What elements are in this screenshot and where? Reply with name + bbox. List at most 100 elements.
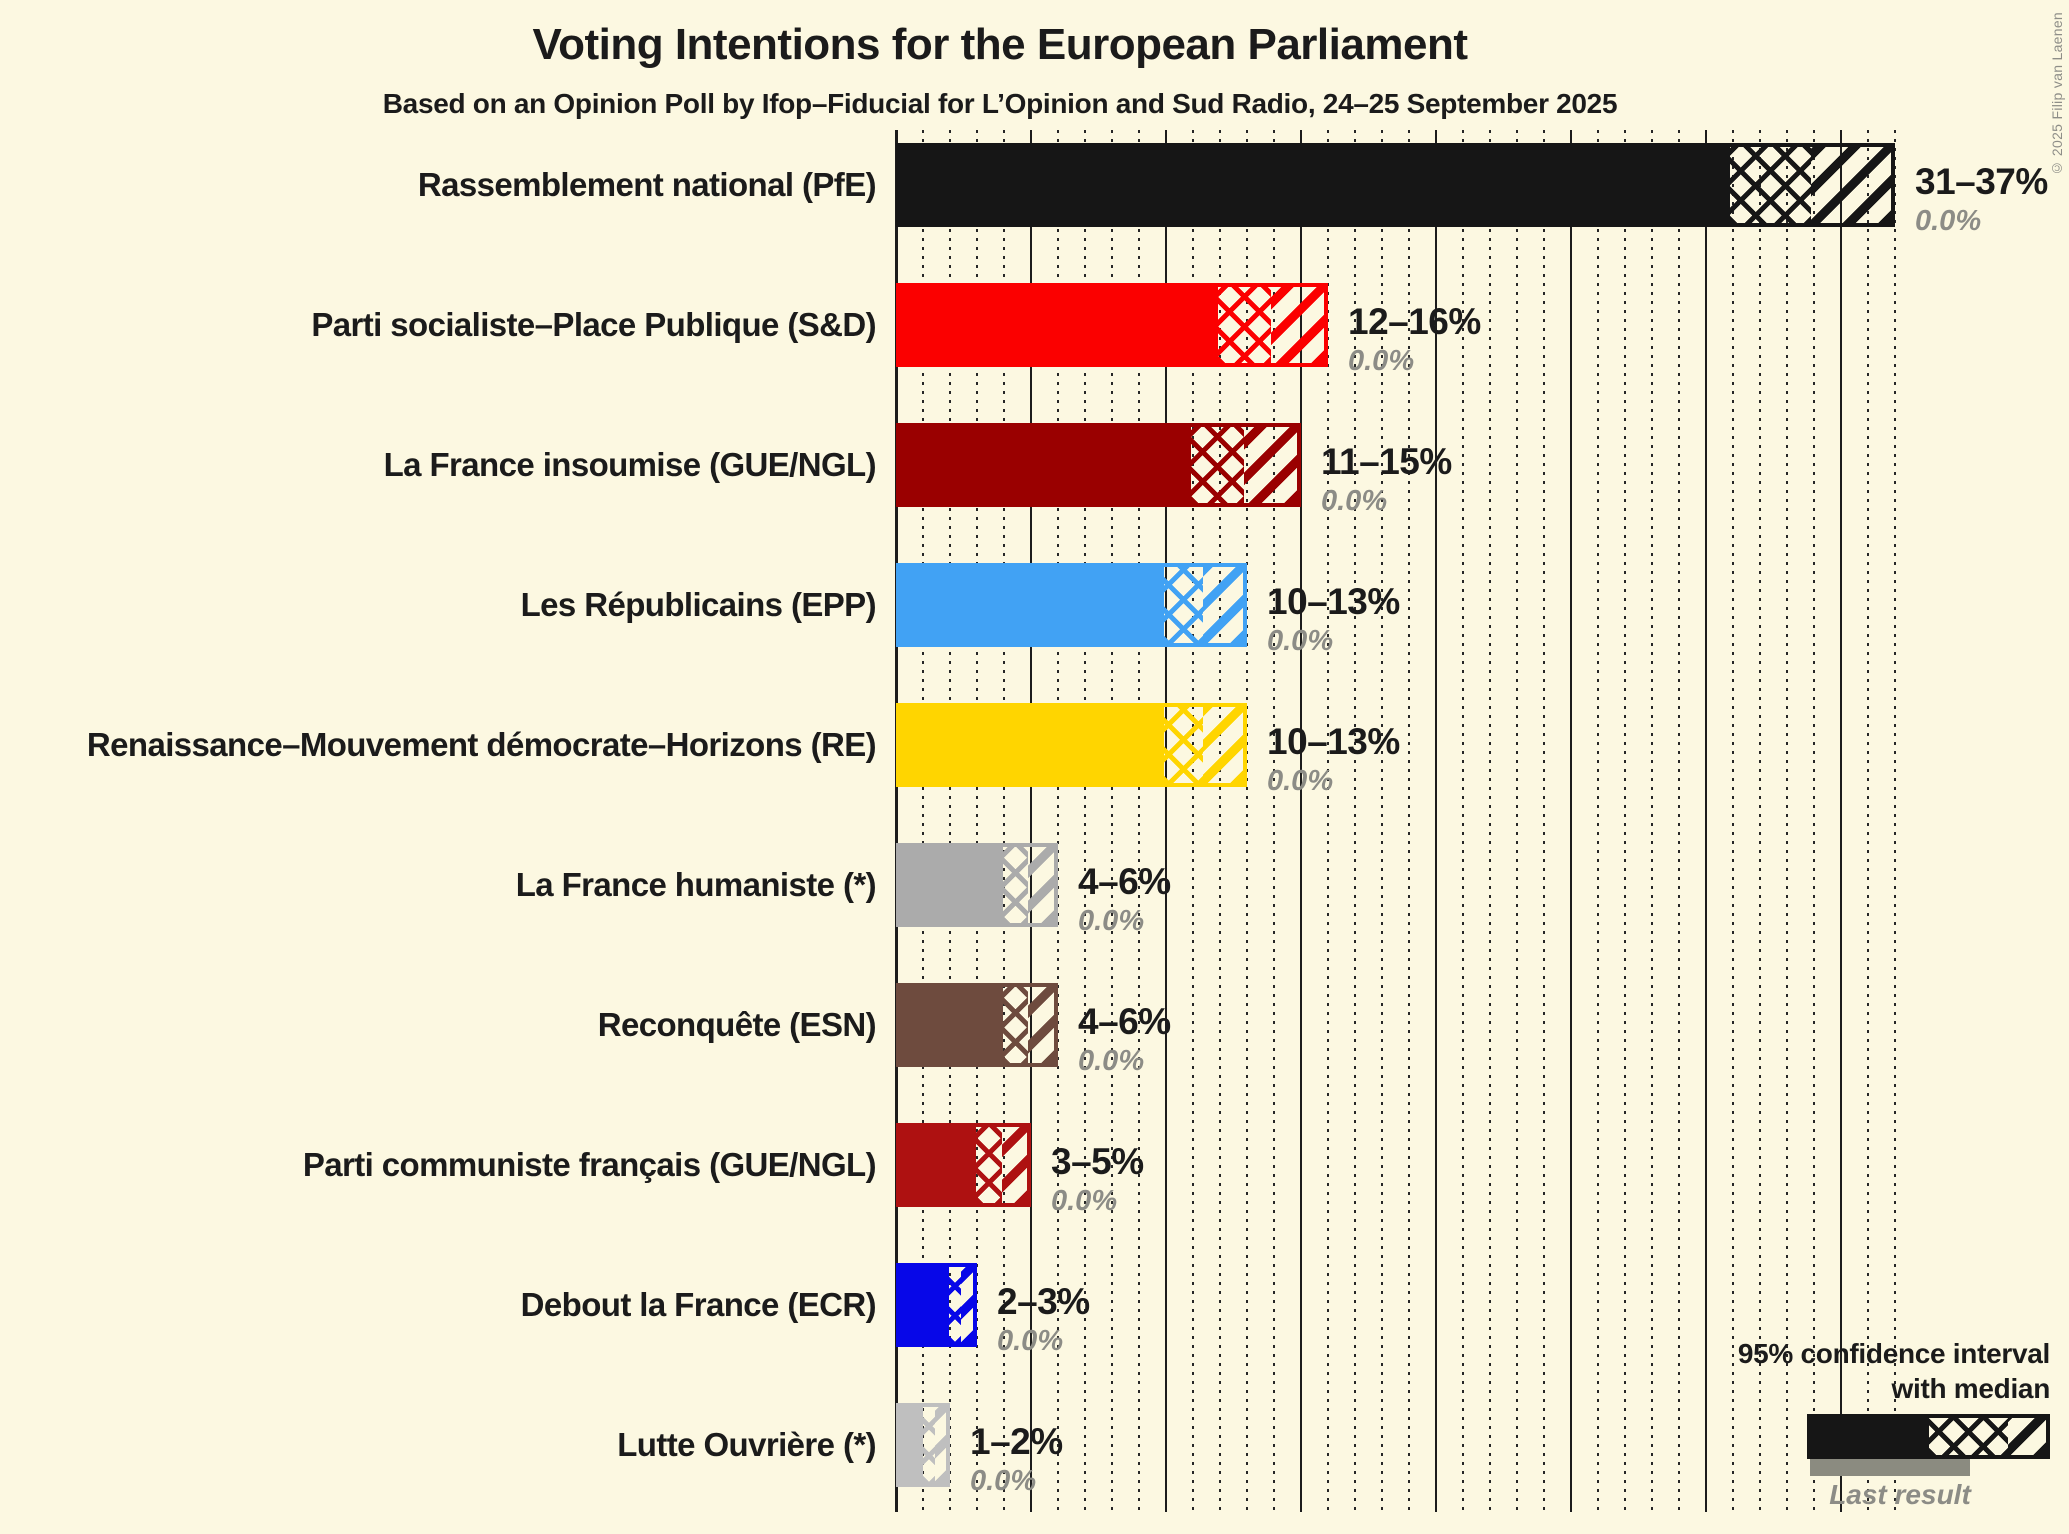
range-label: 10–13% — [1267, 721, 1400, 762]
bar-crosshatch-segment — [1730, 147, 1811, 223]
bar-diagonal-segment — [1203, 567, 1243, 643]
confidence-interval-bar — [896, 563, 1247, 647]
bar-value-labels: 3–5% 0.0% — [1051, 1123, 1144, 1217]
bar-diagonal-segment — [1203, 707, 1243, 783]
last-result-value: 0.0% — [1267, 625, 1334, 657]
gridline-minor — [949, 130, 951, 1512]
confidence-interval-bar — [896, 703, 1247, 787]
legend-ci-sample-bar — [1807, 1414, 2050, 1459]
range-label: 3–5% — [1051, 1141, 1144, 1182]
last-result-value: 0.0% — [1078, 1045, 1145, 1077]
gridline-major — [1030, 130, 1032, 1512]
last-result-value: 0.0% — [1321, 485, 1388, 517]
confidence-interval-bar — [896, 1263, 977, 1347]
bar-solid-segment — [900, 287, 1218, 363]
gridline-minor — [1678, 130, 1680, 1512]
party-label: Parti socialiste–Place Publique (S&D) — [311, 306, 876, 343]
gridline-major — [1705, 130, 1707, 1512]
bar-solid-segment — [900, 847, 1003, 923]
legend-ci-label-line2: with median — [1891, 1373, 2051, 1404]
last-result-value: 0.0% — [1348, 345, 1415, 377]
last-result-value: 0.0% — [1078, 905, 1145, 937]
party-label: Reconquête (ESN) — [597, 1006, 877, 1043]
range-label: 2–3% — [997, 1281, 1090, 1322]
bar-crosshatch-segment — [1163, 707, 1204, 783]
bar-value-labels: 10–13% 0.0% — [1267, 703, 1400, 797]
gridline-minor — [1084, 130, 1086, 1512]
bar-solid-segment — [900, 567, 1164, 643]
bar-value-labels: 12–16% 0.0% — [1348, 283, 1481, 377]
gridline-minor — [922, 130, 924, 1512]
party-label: Rassemblement national (PfE) — [417, 166, 877, 203]
bar-solid-segment — [900, 1267, 949, 1343]
gridline-minor — [1354, 130, 1356, 1512]
range-label: 4–6% — [1078, 1001, 1171, 1042]
gridline-minor — [1462, 130, 1464, 1512]
bar-solid-segment — [900, 427, 1192, 503]
bar-diagonal-segment — [960, 1267, 973, 1343]
party-label: Renaissance–Mouvement démocrate–Horizons… — [86, 726, 877, 763]
party-label: Parti communiste français (GUE/NGL) — [302, 1146, 877, 1183]
bar-value-labels: 1–2% 0.0% — [970, 1403, 1063, 1497]
confidence-interval-bar — [896, 143, 1895, 227]
range-label: 4–6% — [1078, 861, 1171, 902]
gridline-minor — [1543, 130, 1545, 1512]
bar-crosshatch-segment — [923, 1407, 935, 1483]
bar-crosshatch-segment — [1218, 287, 1271, 363]
bar-diagonal-segment — [1244, 427, 1297, 503]
gridline-minor — [1489, 130, 1491, 1512]
bar-solid-segment — [900, 707, 1164, 783]
bar-crosshatch-segment — [1163, 567, 1204, 643]
gridline-minor — [1273, 130, 1275, 1512]
confidence-interval-bar — [896, 1123, 1031, 1207]
gridline-minor — [1246, 130, 1248, 1512]
gridline-minor — [1732, 130, 1734, 1512]
party-label: Les Républicains (EPP) — [520, 586, 877, 623]
gridline-major — [895, 130, 898, 1512]
last-result-value: 0.0% — [1051, 1185, 1118, 1217]
legend-last-result-bar — [1810, 1459, 1970, 1476]
gridline-minor — [1813, 130, 1815, 1512]
confidence-interval-bar — [896, 843, 1058, 927]
bar-value-labels: 4–6% 0.0% — [1078, 843, 1171, 937]
party-label: La France insoumise (GUE/NGL) — [383, 446, 877, 483]
last-result-value: 0.0% — [970, 1465, 1037, 1497]
party-label: La France humaniste (*) — [515, 866, 877, 903]
legend-last-result-label: Last result — [1829, 1479, 1971, 1510]
legend-ci-label-line1: 95% confidence interval — [1737, 1338, 2050, 1369]
gridline-major — [1840, 130, 1842, 1512]
bar-diagonal-segment — [1810, 147, 1891, 223]
gridline-minor — [1651, 130, 1653, 1512]
gridline-major — [1165, 130, 1167, 1512]
bar-value-labels: 11–15% 0.0% — [1321, 423, 1452, 517]
last-result-value: 0.0% — [1267, 765, 1334, 797]
bar-value-labels: 10–13% 0.0% — [1267, 563, 1400, 657]
bar-solid-segment — [900, 987, 1003, 1063]
gridline-minor — [1624, 130, 1626, 1512]
bar-crosshatch-segment — [1002, 987, 1029, 1063]
gridline-minor — [1219, 130, 1221, 1512]
last-result-value: 0.0% — [997, 1325, 1064, 1357]
bar-crosshatch-segment — [1002, 847, 1029, 923]
gridline-minor — [1327, 130, 1329, 1512]
bar-crosshatch-segment — [976, 1127, 1002, 1203]
range-label: 11–15% — [1321, 441, 1452, 482]
bar-diagonal-segment — [1028, 987, 1054, 1063]
legend-crosshatch-segment — [1928, 1418, 2009, 1455]
page-subtitle: Based on an Opinion Poll by Ifop–Fiducia… — [382, 88, 1618, 119]
gridline-minor — [1381, 130, 1383, 1512]
bar-crosshatch-segment — [1191, 427, 1245, 503]
bar-value-labels: 31–37% 0.0% — [1915, 143, 2048, 237]
confidence-interval-bar — [896, 423, 1301, 507]
range-label: 1–2% — [970, 1421, 1063, 1462]
legend-diagonal-segment — [2008, 1418, 2046, 1455]
party-label: Debout la France (ECR) — [520, 1286, 877, 1323]
gridline-major — [1570, 130, 1572, 1512]
bar-diagonal-segment — [1028, 847, 1054, 923]
gridline-minor — [1516, 130, 1518, 1512]
legend-solid-segment — [1811, 1418, 1929, 1455]
confidence-interval-bar — [896, 283, 1328, 367]
gridline-minor — [1192, 130, 1194, 1512]
bar-solid-segment — [900, 1407, 923, 1483]
